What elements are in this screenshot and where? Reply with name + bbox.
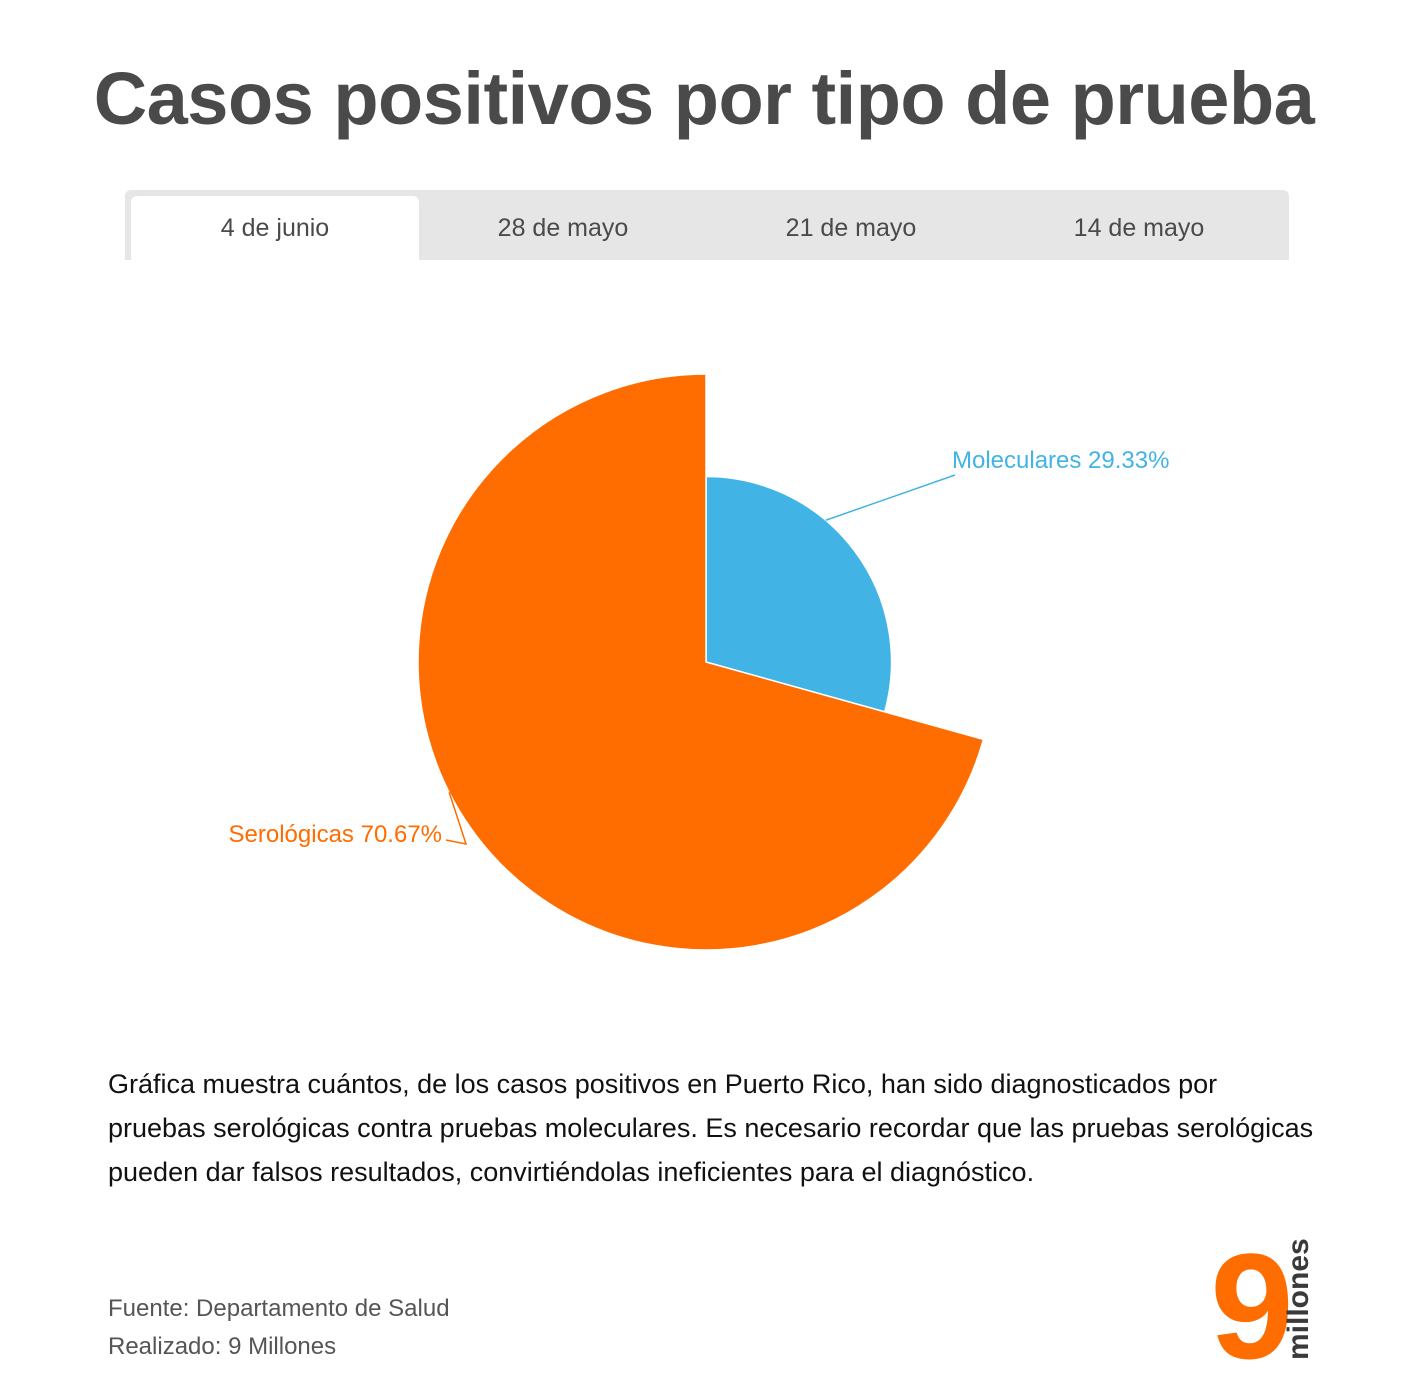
leader-line-moleculares [825, 474, 956, 521]
credits: Fuente: Departamento de Salud Realizado:… [108, 1290, 450, 1366]
9-millones-logo: 9 millones [1210, 1230, 1315, 1370]
pie-chart: Moleculares 29.33% Serológicas 70.67% [229, 373, 1169, 951]
logo-word: millones [1282, 1238, 1315, 1360]
pie-slice-moleculares[interactable] [705, 475, 893, 713]
pie-slice-serologicas[interactable] [417, 373, 985, 951]
date-tabs: 4 de junio 28 de mayo 21 de mayo 14 de m… [125, 190, 1289, 260]
tab-14-de-mayo[interactable]: 14 de mayo [1073, 213, 1205, 242]
tab-28-de-mayo[interactable]: 28 de mayo [497, 213, 629, 242]
slice-label-serologicas: Serológicas 70.67% [229, 821, 442, 848]
tab-4-de-junio[interactable]: 4 de junio [131, 196, 419, 260]
chart-title: Casos positivos por tipo de prueba [93, 57, 1315, 140]
source-text: Fuente: Departamento de Salud [108, 1295, 450, 1322]
leader-line-serologicas [445, 792, 468, 845]
logo-number: 9 [1210, 1230, 1293, 1370]
slice-label-moleculares: Moleculares 29.33% [952, 447, 1169, 474]
made-by-text: Realizado: 9 Millones [108, 1333, 337, 1360]
tab-21-de-mayo[interactable]: 21 de mayo [785, 213, 917, 242]
chart-description: Gráfica muestra cuántos, de los casos po… [108, 1069, 1314, 1187]
